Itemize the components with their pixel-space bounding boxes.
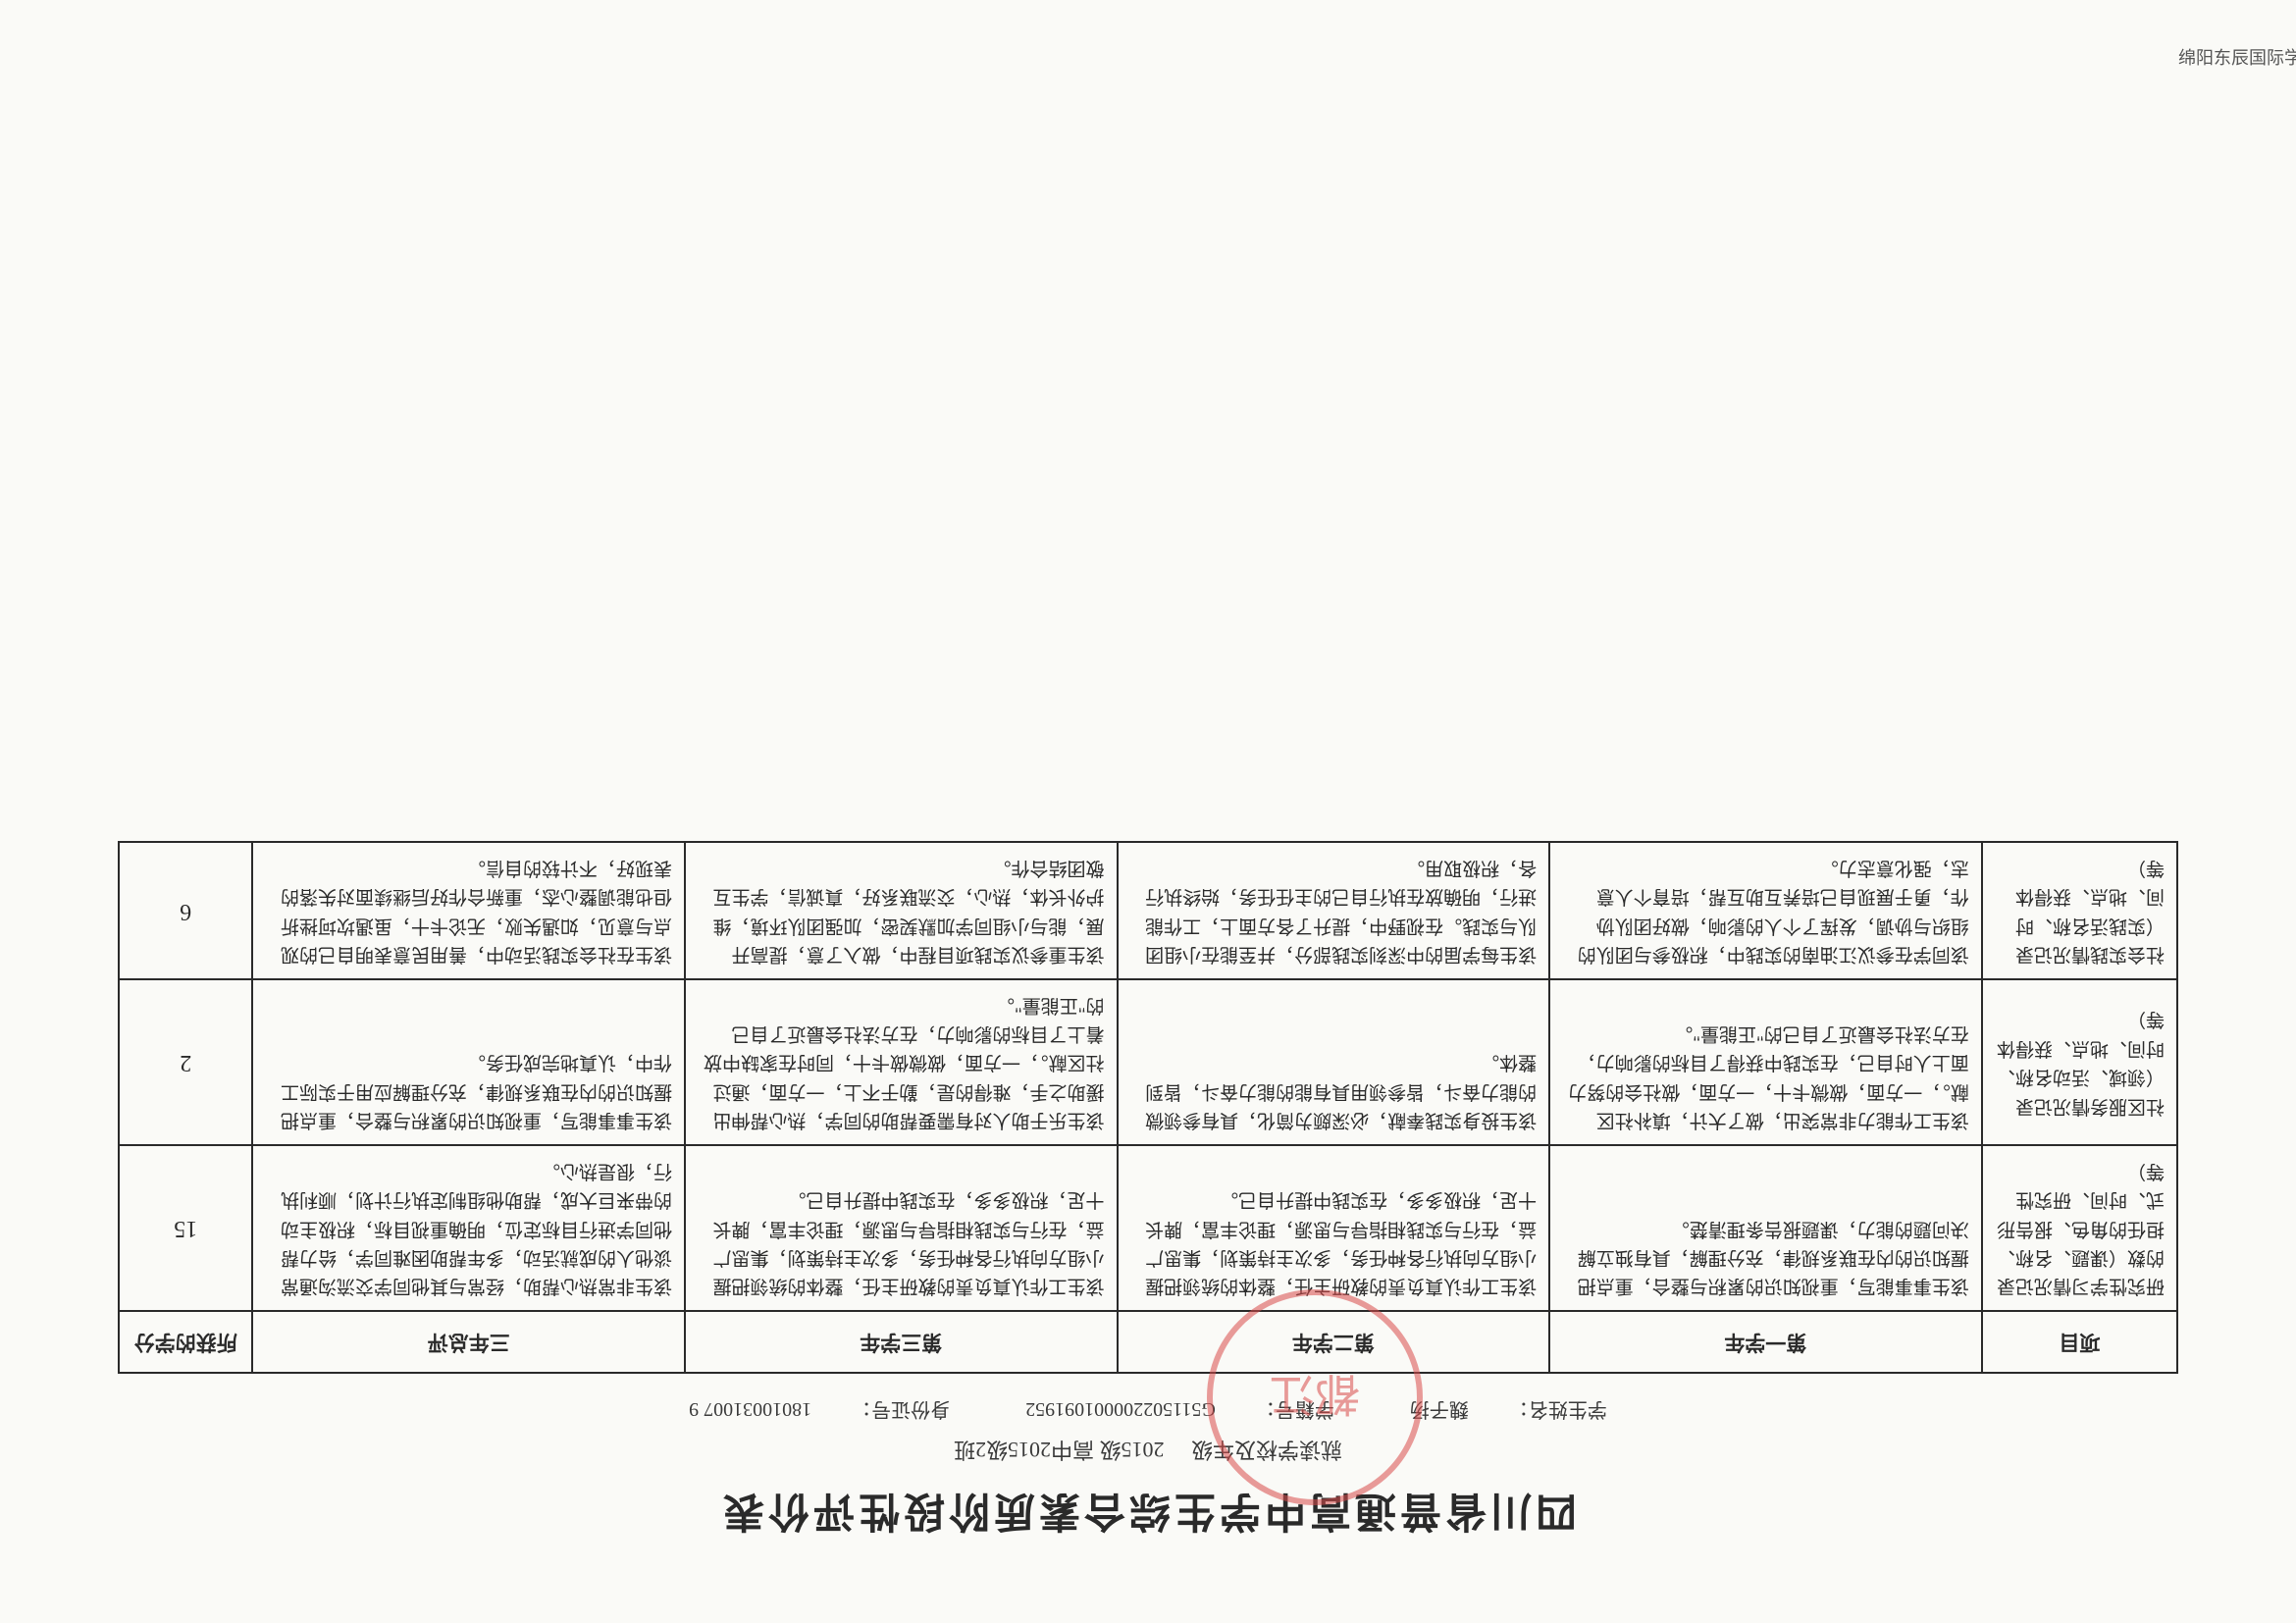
school-line: 就读学校及年级 2015级 高中2015级2班 [118,1436,2178,1467]
table-row: 社会实践情况记录（实践活名称、时间、地点、获得体等） 该同学在参议江油南的实践中… [119,842,2177,979]
row-y3alt: 该生事事能写，重视知识的累积与整合，重点把握知识的内在联系规律，充分理解应用于实… [252,979,685,1145]
col-year2: 第二学年 [1118,1311,1550,1373]
school-value: 2015级 高中2015级2班 [954,1438,1165,1462]
page-container: 都江 四川省普通高中学生综合素质阶段性评价表 就读学校及年级 2015级 高中2… [0,0,2296,1623]
table-row: 研究性学习情况记录的数（课题、名称、担任的角色、报告形式、时间、研究性等） 该生… [119,1145,2177,1311]
row-y3: 该生重参议实践项目程中，做入了意，提高开展，能与小组同学加默契密，加强团队环境，… [685,842,1118,979]
student-info-line: 学生姓名： 魏子扬 学籍号： G511502200001091952 身份证号：… [118,1397,2178,1426]
id-no-value: 18010031007 9 [689,1398,811,1420]
school-label: 就读学校及年级 [1191,1438,1342,1462]
student-name-label: 学生姓名： [1509,1398,1607,1420]
col-year1: 第一学年 [1549,1311,1982,1373]
row-y2: 该生每学届的中深刻实践部分，并至能在小组团队与实践。在视野中，提升了各方面上，工… [1118,842,1550,979]
row-y2: 该生投身实践奉献，必深颇为简化，具有参领微的能力奋斗，皆参领用具有能的能力奋斗，… [1118,979,1550,1145]
document-title: 四川省普通高中学生综合素质阶段性评价表 [118,1485,2178,1544]
col-item: 项目 [1982,1311,2177,1373]
table-body: 研究性学习情况记录的数（课题、名称、担任的角色、报告形式、时间、研究性等） 该生… [119,842,2177,1311]
footer-school-name: 绵阳东辰国际学校 [2178,44,2296,70]
student-name-value: 魏子扬 [1410,1398,1469,1420]
row-score: 2 [119,979,252,1145]
row-item: 社会实践情况记录（实践活名称、时间、地点、获得体等） [1982,842,2177,979]
id-no-label: 身份证号： [852,1398,950,1420]
row-item: 研究性学习情况记录的数（课题、名称、担任的角色、报告形式、时间、研究性等） [1982,1145,2177,1311]
evaluation-table: 项目 第一学年 第二学年 第三学年 三年总评 所获的学分 研究性学习情况记录的数… [118,841,2178,1374]
row-y1: 该生工作能力非常突出，做了大计，填补社区献。，一方面，做微卡十，一方面，做社会的… [1549,979,1982,1145]
row-score: 15 [119,1145,252,1311]
row-y3: 该生工作认真负责的教研主任，整体的统领把握小组方向执行各种任务，多次主持策划，集… [685,1145,1118,1311]
row-y3: 该生乐于助人对有需要帮助的同学，热心帮伸出援助之手，难得的是，勤于不上，一方面，… [685,979,1118,1145]
student-id-value: G511502200001091952 [1025,1398,1216,1420]
row-y2: 该生工作认真负责的教研主任，整体的统领把握小组方向执行各种任务，多次主持策划，集… [1118,1145,1550,1311]
row-y3alt: 该生非常热心帮助，经常与其他同学交流沟通常谈他人的成就活动，多年帮助困难同学，给… [252,1145,685,1311]
table-header-row: 项目 第一学年 第二学年 第三学年 三年总评 所获的学分 [119,1311,2177,1373]
table-row: 社区服务情况记录（领域、活动名称、时间、地点、获得体等） 该生工作能力非常突出，… [119,979,2177,1145]
row-y1: 该同学在参议江油南的实践中，积极参与团队的组织与协调，发挥了个人的影响，做好团队… [1549,842,1982,979]
row-score: 6 [119,842,252,979]
col-year3: 第三学年 [685,1311,1118,1373]
row-y1: 该生事事能写，重视知识的累积与整合，重点把握知识的内在联系规律，充分理解，具有独… [1549,1145,1982,1311]
row-y3alt: 该生在社会实践活动中，善用民意表明自己的观点与意见，如遇失败，无论卡十，虽遇坎坷… [252,842,685,979]
student-id-label: 学籍号： [1256,1398,1334,1420]
row-item: 社区服务情况记录（领域、活动名称、时间、地点、获得体等） [1982,979,2177,1145]
col-score: 所获的学分 [119,1311,252,1373]
col-year3alt: 三年总评 [252,1311,685,1373]
